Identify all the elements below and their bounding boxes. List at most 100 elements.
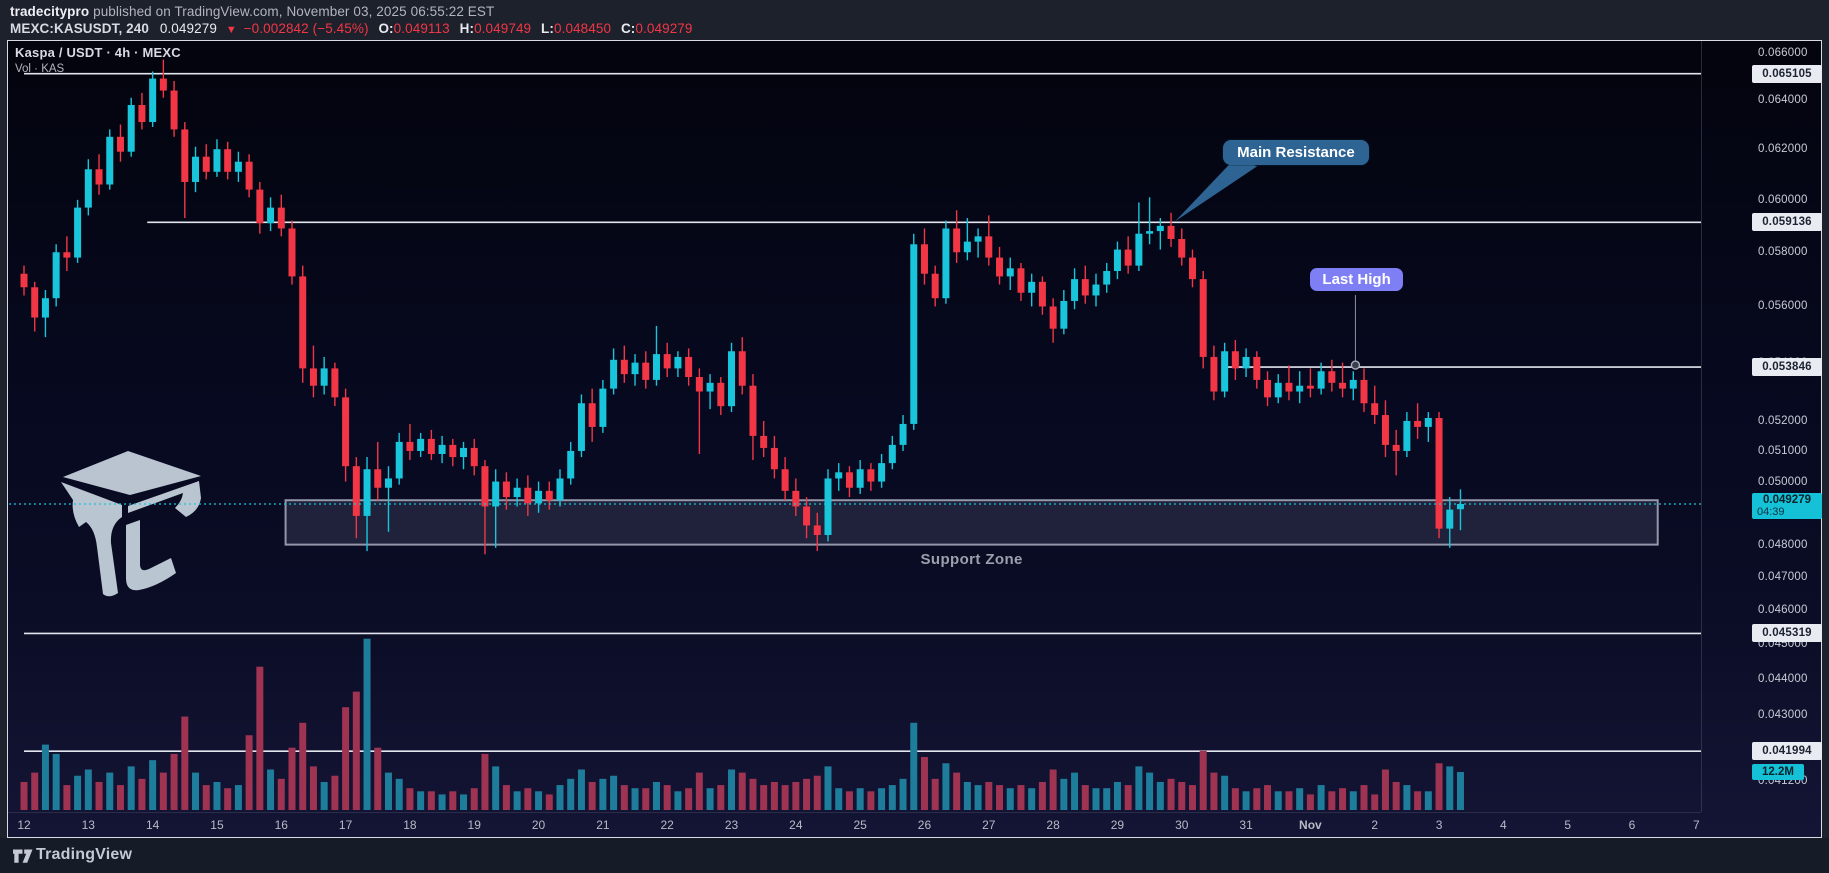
bar-countdown: 04:39 <box>1757 506 1785 518</box>
volume-bar <box>524 788 532 810</box>
candle-body <box>427 438 435 454</box>
candle-body <box>170 90 178 130</box>
symbol-legend[interactable]: Kaspa / USDT · 4h · MEXC <box>15 45 181 60</box>
volume-bar <box>74 775 82 810</box>
candle-body <box>545 490 553 501</box>
price-tick-label: 0.056000 <box>1758 300 1808 313</box>
main-resistance-callout[interactable]: Main Resistance <box>1223 140 1369 166</box>
candle-body <box>524 487 532 504</box>
volume-bar <box>1371 794 1379 810</box>
volume-bar <box>267 769 275 810</box>
time-tick-label: 26 <box>917 818 932 832</box>
candle-body <box>1146 231 1154 234</box>
volume-bar <box>760 785 768 810</box>
volume-bar <box>299 722 307 810</box>
candle-body <box>652 354 660 380</box>
candle-body <box>770 447 778 470</box>
time-tick-label: 25 <box>853 818 867 832</box>
candle-body <box>824 478 832 536</box>
candle-body <box>234 161 242 172</box>
candle-body <box>878 463 886 482</box>
volume-bar <box>1071 772 1079 810</box>
candle-body <box>749 385 757 436</box>
time-tick-label: 20 <box>531 818 546 832</box>
candle-body <box>985 236 993 258</box>
volume-legend[interactable]: Vol · KAS <box>15 63 65 75</box>
volume-bar <box>374 747 382 810</box>
volume-bar <box>352 691 360 810</box>
level-price-label: 0.053846 <box>1752 358 1822 377</box>
publish-header: tradecitypro published on TradingView.co… <box>0 0 1829 40</box>
price-axis[interactable]: 0.066000 0.064000 0.062000 0.060000 0.058000… <box>1701 41 1823 812</box>
volume-bar <box>63 785 71 810</box>
time-axis[interactable]: 12 13 14 15 16 17 18 19 20 21 22 23 24 25 26 27 28 29 30 31… <box>8 812 1701 839</box>
last-high-anchor-dot[interactable] <box>1350 360 1361 370</box>
candle-body <box>1306 385 1314 389</box>
time-tick-label: 3 <box>1435 818 1443 832</box>
volume-bar <box>1156 781 1164 810</box>
volume-bar <box>513 791 521 810</box>
candle-body <box>352 466 360 516</box>
candle-body <box>996 257 1004 277</box>
candle-body <box>138 104 146 123</box>
candle-body <box>1360 379 1368 404</box>
candle-body <box>792 490 800 507</box>
volume-bar <box>770 781 778 810</box>
candle-body <box>942 228 950 299</box>
volume-bar <box>1274 791 1282 810</box>
candle-body <box>1092 284 1100 296</box>
tradingview-logo-icon[interactable] <box>12 847 34 865</box>
volume-bar <box>149 760 157 810</box>
support-zone-box[interactable] <box>284 499 1659 546</box>
volume-bar <box>974 785 982 810</box>
volume-bar <box>245 735 253 810</box>
volume-bar <box>577 769 585 810</box>
candle-body <box>159 78 167 91</box>
level-price-label: 0.045319 <box>1752 624 1822 643</box>
volume-bar <box>663 785 671 810</box>
candle-body <box>52 252 60 299</box>
volume-bar <box>138 778 146 810</box>
level-price-label: 0.041994 <box>1752 742 1822 761</box>
volume-bar <box>1285 791 1293 810</box>
volume-bar <box>920 757 928 810</box>
time-tick-label: Nov <box>1299 818 1322 832</box>
price-tick-label: 0.060000 <box>1758 193 1808 206</box>
candle-body <box>309 368 317 386</box>
volume-bar <box>642 788 650 810</box>
candle-body <box>1038 281 1046 307</box>
time-tick-label: 29 <box>1110 818 1125 832</box>
candle-body <box>728 351 736 407</box>
volume-bar <box>116 785 124 810</box>
time-tick-label: 23 <box>724 818 739 832</box>
volume-bar <box>492 766 500 810</box>
candle-body <box>1017 268 1025 293</box>
volume-bar <box>1081 785 1089 810</box>
volume-bar <box>1060 778 1068 810</box>
candle-body <box>599 388 607 427</box>
candle-body <box>1381 415 1389 445</box>
volume-bar <box>1381 769 1389 810</box>
time-tick-label: 14 <box>145 818 160 832</box>
last-high-label[interactable]: Last High <box>1310 268 1403 292</box>
support-zone-label[interactable]: Support Zone <box>920 550 1023 568</box>
symbol-name: MEXC:KASUSDT, 240 <box>10 21 149 36</box>
volume-bar <box>234 785 242 810</box>
candle-body <box>470 447 478 467</box>
volume-bar <box>1317 785 1325 810</box>
tradingview-brand-text[interactable]: TradingView <box>36 846 133 863</box>
time-tick-label: 12 <box>17 818 31 832</box>
candle-body <box>1339 382 1347 389</box>
candle-body <box>835 472 843 479</box>
price-chart[interactable] <box>8 41 1822 838</box>
volume-bar <box>685 788 693 810</box>
time-tick-label: 31 <box>1239 818 1253 832</box>
candle-body <box>288 228 296 277</box>
low-value: 0.048450 <box>553 21 612 36</box>
volume-bar <box>1006 788 1014 810</box>
candle-body <box>856 469 864 488</box>
volume-bar <box>52 753 60 810</box>
candle-body <box>888 444 896 464</box>
price-tick-label: 0.044000 <box>1758 673 1808 686</box>
